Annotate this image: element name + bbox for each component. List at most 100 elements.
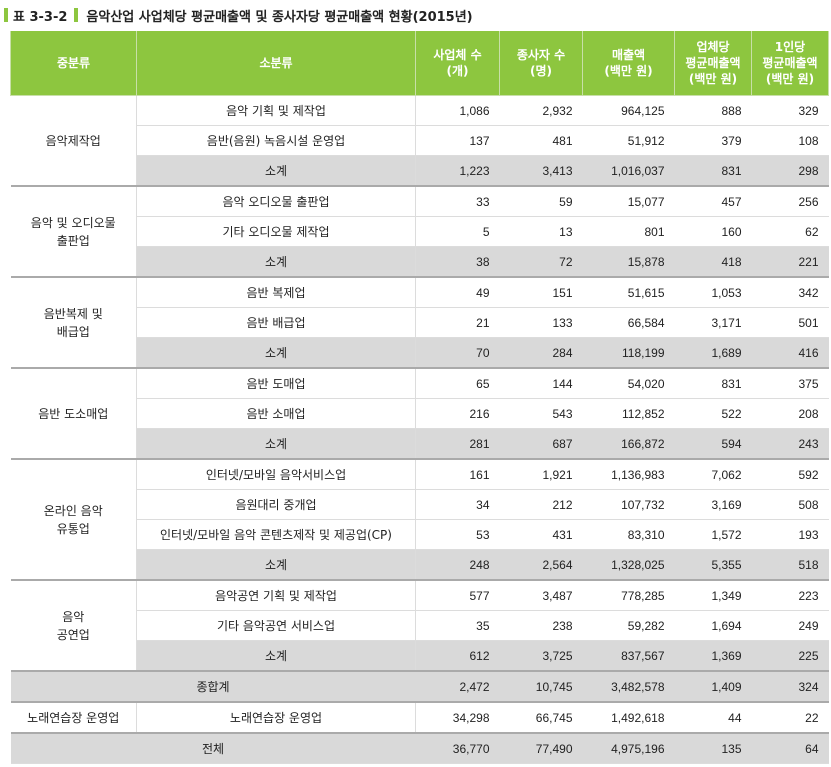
value-cell: 13 — [499, 216, 583, 247]
value-cell: 221 — [751, 246, 829, 278]
value-cell: 1,223 — [415, 155, 500, 187]
value-cell: 70 — [415, 337, 500, 369]
subcategory-cell: 음원대리 중개업 — [136, 489, 416, 520]
table-row: 음악 및 오디오물 출판업 음악 오디오물 출판업 33 59 15,077 457 256 — [10, 186, 829, 278]
value-cell: 77,490 — [499, 733, 583, 764]
value-cell: 418 — [674, 246, 752, 278]
value-cell: 53 — [415, 519, 500, 550]
value-cell: 15,077 — [582, 186, 675, 217]
value-cell: 1,053 — [674, 277, 752, 308]
value-cell: 416 — [751, 337, 829, 369]
value-cell: 59,282 — [582, 610, 675, 641]
value-cell: 21 — [415, 307, 500, 338]
value-cell: 522 — [674, 398, 752, 429]
value-cell: 137 — [415, 125, 500, 156]
subtotal-label: 소계 — [136, 640, 416, 672]
value-cell: 687 — [499, 428, 583, 460]
subtotal-row: 소계 612 3,725 837,567 1,369 225 — [11, 640, 829, 672]
value-cell: 1,349 — [674, 580, 752, 611]
value-cell: 3,487 — [499, 580, 583, 611]
value-cell: 107,732 — [582, 489, 675, 520]
value-cell: 51,912 — [582, 125, 675, 156]
value-cell: 144 — [499, 368, 583, 399]
value-cell: 5 — [415, 216, 500, 247]
table-row: 음반(음원) 녹음시설 운영업 137 481 51,912 379 108 — [11, 125, 829, 156]
table-number: 표 3-3-2 — [13, 9, 68, 25]
subtotal-row: 소계 38 72 15,878 418 221 — [11, 246, 829, 278]
value-cell: 888 — [674, 95, 752, 126]
value-cell: 59 — [499, 186, 583, 217]
column-header: 소분류 — [136, 31, 416, 96]
value-cell: 457 — [674, 186, 752, 217]
value-cell: 15,878 — [582, 246, 675, 278]
table-row: 기타 오디오물 제작업 5 13 801 160 62 — [11, 216, 829, 247]
value-cell: 778,285 — [582, 580, 675, 611]
value-cell: 501 — [751, 307, 829, 338]
value-cell: 3,171 — [674, 307, 752, 338]
value-cell: 133 — [499, 307, 583, 338]
subtotal-label: 소계 — [136, 246, 416, 278]
value-cell: 62 — [751, 216, 829, 247]
value-cell: 7,062 — [674, 459, 752, 490]
value-cell: 22 — [751, 702, 829, 734]
subcategory-cell: 음반 도매업 — [136, 368, 416, 399]
subtotal-row: 소계 248 2,564 1,328,025 5,355 518 — [11, 549, 829, 581]
value-cell: 3,725 — [499, 640, 583, 672]
value-cell: 1,492,618 — [582, 702, 675, 734]
value-cell: 2,564 — [499, 549, 583, 581]
header-row: 중분류 소분류 사업체 수 (개) 종사자 수 (명) 매출액 (백만 원) 업체당 평균매출액(… — [10, 31, 829, 96]
column-header: 사업체 수 (개) — [415, 31, 500, 96]
category-cell: 음악 및 오디오물 출판업 — [10, 186, 137, 278]
value-cell: 1,086 — [415, 95, 500, 126]
value-cell: 54,020 — [582, 368, 675, 399]
caption-bar-icon — [4, 8, 8, 22]
value-cell: 166,872 — [582, 428, 675, 460]
subcategory-cell: 노래연습장 운영업 — [136, 702, 416, 734]
value-cell: 193 — [751, 519, 829, 550]
value-cell: 35 — [415, 610, 500, 641]
value-cell: 592 — [751, 459, 829, 490]
value-cell: 160 — [674, 216, 752, 247]
value-cell: 379 — [674, 125, 752, 156]
value-cell: 3,169 — [674, 489, 752, 520]
subtotal-label: 소계 — [136, 337, 416, 369]
value-cell: 83,310 — [582, 519, 675, 550]
value-cell: 481 — [499, 125, 583, 156]
value-cell: 1,409 — [674, 671, 752, 703]
value-cell: 51,615 — [582, 277, 675, 308]
table-row: 음원대리 중개업 34 212 107,732 3,169 508 — [11, 489, 829, 520]
value-cell: 518 — [751, 549, 829, 581]
value-cell: 36,770 — [415, 733, 500, 764]
value-cell: 38 — [415, 246, 500, 278]
category-cell: 음반복제 및 배급업 — [10, 277, 137, 369]
value-cell: 2,472 — [415, 671, 500, 703]
value-cell: 256 — [751, 186, 829, 217]
value-cell: 10,745 — [499, 671, 583, 703]
value-cell: 831 — [674, 155, 752, 187]
value-cell: 2,932 — [499, 95, 583, 126]
value-cell: 577 — [415, 580, 500, 611]
value-cell: 135 — [674, 733, 752, 764]
value-cell: 831 — [674, 368, 752, 399]
subcategory-cell: 음반 소매업 — [136, 398, 416, 429]
value-cell: 225 — [751, 640, 829, 672]
value-cell: 612 — [415, 640, 500, 672]
table-row: 노래연습장 운영업 노래연습장 운영업 34,298 66,745 1,492,618 4… — [10, 702, 829, 734]
table-caption: 표 3-3-2 음악산업 사업체당 평균매출액 및 종사자당 평균매출액 현황(… — [4, 2, 473, 28]
value-cell: 243 — [751, 428, 829, 460]
column-header: 중분류 — [10, 31, 137, 96]
category-cell: 음악 공연업 — [10, 580, 137, 672]
subcategory-cell: 음반 복제업 — [136, 277, 416, 308]
subtotal-row: 소계 70 284 118,199 1,689 416 — [11, 337, 829, 369]
value-cell: 223 — [751, 580, 829, 611]
value-cell: 431 — [499, 519, 583, 550]
subcategory-cell: 음악공연 기획 및 제작업 — [136, 580, 416, 611]
value-cell: 49 — [415, 277, 500, 308]
subcategory-cell: 음악 오디오물 출판업 — [136, 186, 416, 217]
value-cell: 208 — [751, 398, 829, 429]
category-cell: 음반 도소매업 — [10, 368, 137, 460]
subcategory-cell: 인터넷/모바일 음악서비스업 — [136, 459, 416, 490]
subtotal-label: 소계 — [136, 549, 416, 581]
value-cell: 964,125 — [582, 95, 675, 126]
value-cell: 375 — [751, 368, 829, 399]
